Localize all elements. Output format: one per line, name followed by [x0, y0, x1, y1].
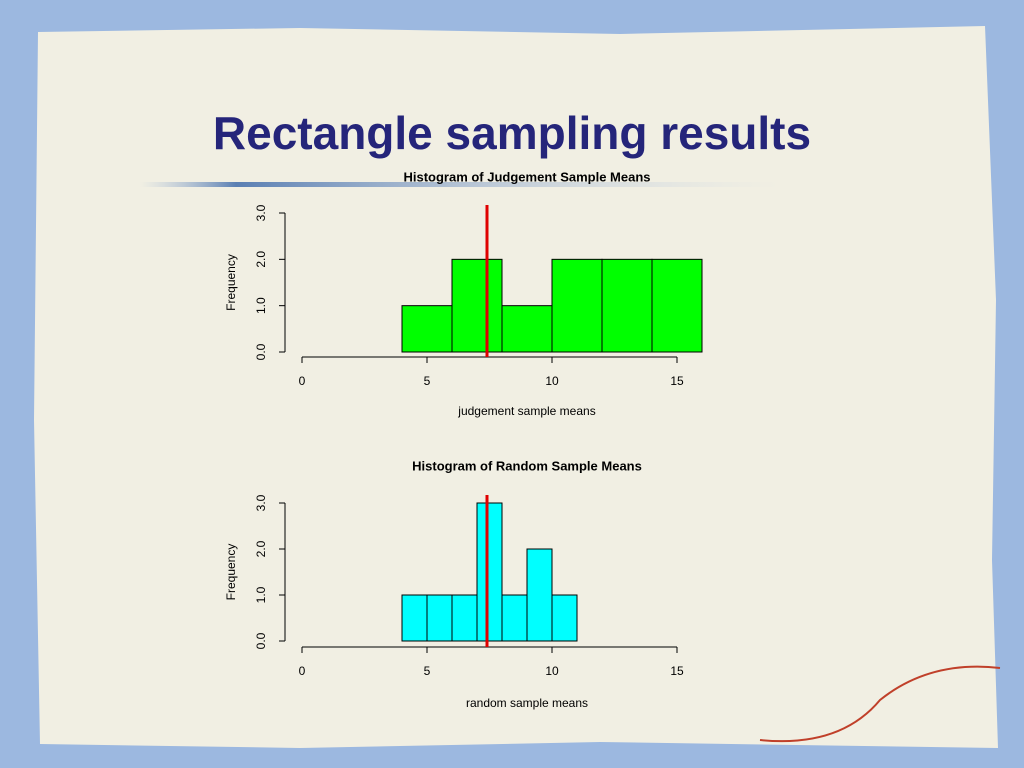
x-tick-label: 15	[670, 374, 684, 388]
bar	[501, 594, 528, 642]
bar	[551, 258, 603, 353]
bar	[551, 594, 578, 642]
chart-title: Histogram of Random Sample Means	[412, 458, 642, 473]
bar	[401, 594, 428, 642]
chart-title: Histogram of Judgement Sample Means	[403, 169, 650, 184]
y-tick-label: 1.0	[254, 297, 268, 314]
y-axis-label: Frequency	[224, 544, 238, 601]
x-axis-label: random sample means	[466, 696, 588, 710]
slide-title: Rectangle sampling results	[213, 107, 811, 159]
bar	[401, 305, 453, 353]
y-tick-label: 3.0	[254, 204, 268, 221]
bar	[651, 258, 703, 353]
x-tick-label: 5	[424, 374, 431, 388]
x-tick-label: 10	[545, 374, 559, 388]
title-rule	[140, 182, 780, 187]
x-tick-label: 0	[299, 374, 306, 388]
x-tick-label: 15	[670, 664, 684, 678]
y-tick-label: 0.0	[254, 632, 268, 649]
y-tick-label: 2.0	[254, 540, 268, 557]
bar	[601, 258, 653, 353]
bar	[526, 548, 553, 642]
y-tick-label: 0.0	[254, 343, 268, 360]
x-tick-label: 5	[424, 664, 431, 678]
bar	[476, 502, 503, 642]
decoration	[759, 665, 1001, 743]
y-axis-label: Frequency	[224, 254, 238, 311]
x-tick-label: 0	[299, 664, 306, 678]
bar	[501, 305, 553, 353]
y-tick-label: 1.0	[254, 586, 268, 603]
x-tick-label: 10	[545, 664, 559, 678]
y-tick-label: 2.0	[254, 251, 268, 268]
bar	[451, 594, 478, 642]
paper	[34, 26, 998, 748]
bar	[451, 258, 503, 353]
y-tick-label: 3.0	[254, 494, 268, 511]
x-axis-label: judgement sample means	[457, 404, 595, 418]
bar	[426, 594, 453, 642]
